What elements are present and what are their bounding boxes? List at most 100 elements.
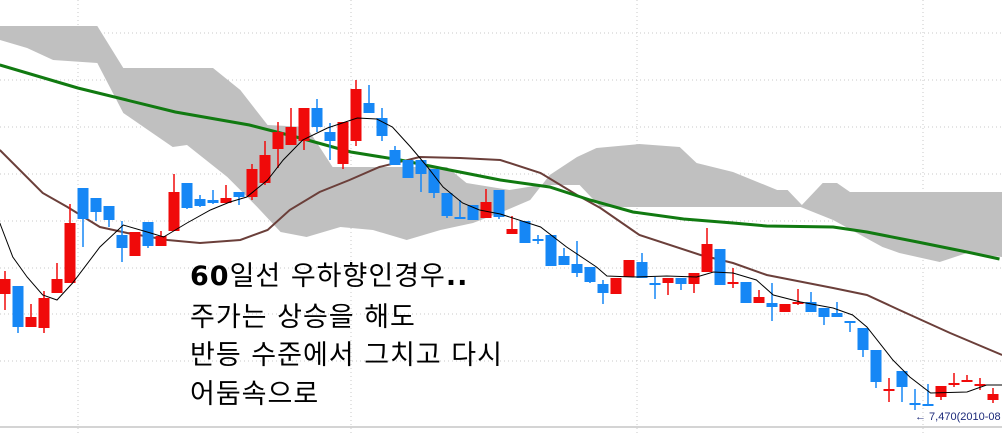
candle-down: [649, 277, 661, 299]
candle-body: [909, 403, 921, 405]
candle-body: [883, 389, 895, 391]
candle-body: [766, 303, 778, 307]
candle-body: [25, 317, 37, 327]
candle-body: [948, 383, 960, 385]
candle-down: [324, 123, 336, 160]
candle-body: [818, 308, 830, 317]
candle-body: [662, 278, 674, 283]
candle-up: [350, 80, 362, 146]
candle-up: [662, 278, 674, 295]
candle-down: [402, 160, 414, 178]
candle-up: [883, 378, 895, 402]
candle-down: [805, 292, 817, 312]
candle-body: [870, 350, 882, 382]
candle-body: [181, 183, 193, 208]
candle-body: [506, 229, 518, 234]
candle-up: [155, 231, 167, 246]
candle-up: [701, 228, 713, 272]
candle-body: [116, 235, 128, 248]
candles: [0, 80, 999, 410]
candle-body: [142, 222, 154, 246]
candle-up: [974, 378, 986, 390]
candle-up: [246, 164, 258, 200]
candle-body: [454, 217, 466, 219]
candle-up: [961, 375, 973, 382]
candle-body: [896, 371, 908, 387]
candle-body: [402, 160, 414, 178]
candle-down: [844, 321, 856, 332]
ma5-line: [0, 117, 1002, 394]
candle-down: [818, 308, 830, 325]
candle-body: [220, 198, 232, 203]
annotation-text: 일선 우하향인경우: [229, 261, 446, 292]
candle-down: [714, 249, 726, 285]
candle-down: [116, 221, 128, 262]
candle-body: [519, 221, 531, 243]
candle-body: [571, 264, 583, 273]
candle-down: [77, 188, 89, 247]
candle-down: [454, 200, 466, 219]
annotation-line-4: 어둠속으로: [190, 379, 320, 410]
candle-down: [909, 389, 921, 410]
candle-body: [701, 244, 713, 272]
candle-down: [181, 183, 193, 209]
candle-body: [688, 273, 700, 284]
candle-up: [64, 204, 76, 283]
candle-body: [77, 188, 89, 219]
candle-down: [922, 384, 934, 406]
candle-body: [935, 386, 947, 397]
candle-down: [90, 198, 102, 221]
candle-down: [532, 235, 544, 244]
candle-body: [12, 286, 24, 327]
cloud-area: [0, 26, 1002, 262]
annotation-line-2: 주가는 상승을 해도: [190, 302, 416, 333]
candle-body: [857, 328, 869, 350]
candle-up: [337, 122, 349, 169]
candle-body: [415, 160, 427, 174]
annotation-line-1: 60일선 우하향인경우..: [190, 262, 468, 292]
candle-down: [142, 222, 154, 248]
candle-body: [51, 279, 63, 293]
candle-body: [155, 236, 167, 246]
candle-up: [779, 304, 791, 312]
candle-body: [103, 206, 115, 220]
candle-up: [272, 122, 284, 168]
candle-body: [922, 404, 934, 406]
candle-up: [220, 185, 232, 203]
candle-up: [285, 108, 297, 145]
low-price-marker: ← 7,470(2010-08: [915, 411, 1001, 423]
candle-body: [636, 262, 648, 278]
candle-body: [480, 202, 492, 218]
candle-down: [740, 282, 752, 303]
candle-up: [0, 271, 11, 310]
candle-up: [623, 260, 635, 277]
candle-body: [298, 108, 310, 141]
candle-body: [246, 169, 258, 197]
candle-up: [38, 291, 50, 333]
candle-body: [129, 232, 141, 256]
candle-down: [558, 248, 570, 265]
candle-up: [727, 268, 739, 288]
candle-down: [597, 280, 609, 304]
candle-body: [584, 267, 596, 282]
candle-body: [168, 192, 180, 231]
candle-up: [506, 216, 518, 234]
candle-down: [376, 108, 388, 141]
candle-body: [623, 260, 635, 277]
candle-down: [519, 221, 531, 243]
candle-body: [467, 205, 479, 220]
candle-down: [233, 192, 245, 205]
candle-down: [545, 235, 557, 266]
candle-body: [727, 282, 739, 284]
candle-body: [740, 282, 752, 303]
candle-down: [766, 283, 778, 321]
candle-body: [376, 118, 388, 136]
candle-up: [298, 108, 310, 150]
candle-body: [428, 169, 440, 193]
candle-down: [636, 253, 648, 278]
candle-down: [896, 371, 908, 402]
candle-up: [792, 289, 804, 305]
candle-up: [51, 263, 63, 293]
candle-body: [285, 127, 297, 145]
